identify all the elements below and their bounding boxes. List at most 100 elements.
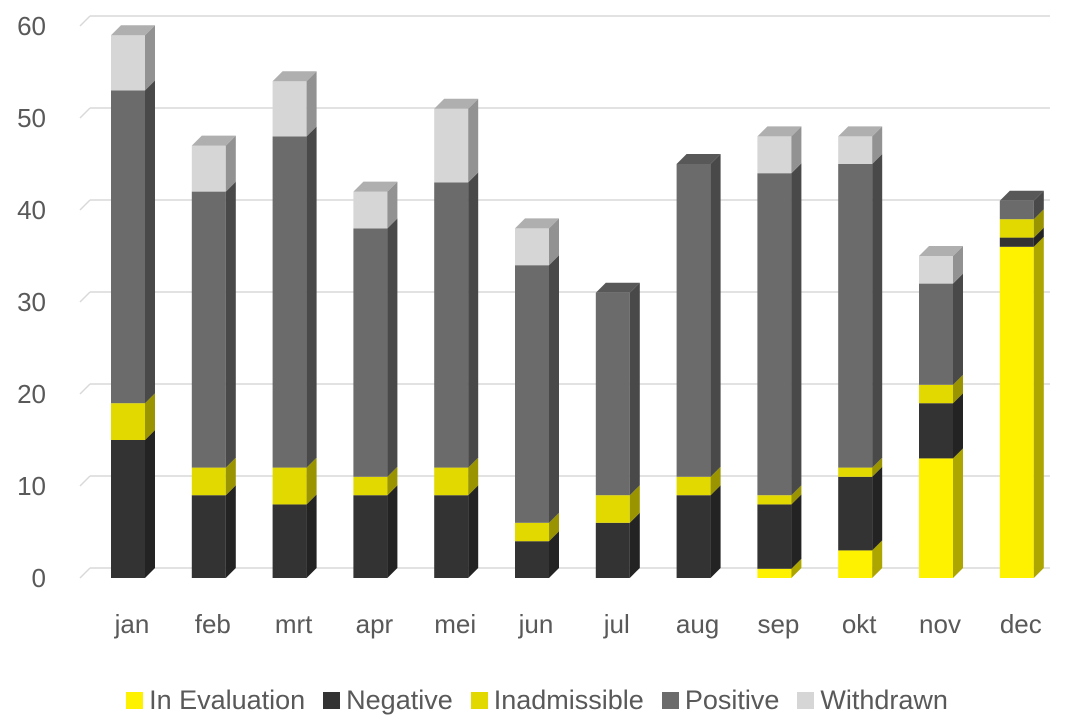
bar-side: [225, 181, 236, 468]
gridline-depth: [79, 567, 91, 579]
bar-segment: [515, 531, 559, 578]
bar-side: [145, 393, 155, 440]
bar-front: [999, 246, 1034, 579]
bar-top: [272, 71, 317, 82]
bar-segment: [515, 255, 559, 523]
bar-side: [387, 485, 398, 578]
bar-segment: [595, 485, 640, 523]
bar-segment: [191, 135, 236, 192]
bar-feb: [191, 135, 236, 578]
bar-side: [306, 71, 317, 137]
y-tick-label: 60: [17, 11, 46, 41]
bar-side: [1033, 236, 1044, 579]
bar-segment: [757, 558, 802, 578]
bar-front: [757, 136, 792, 174]
bar-front: [515, 522, 549, 542]
y-tick-label: 40: [17, 195, 46, 225]
bar-side: [710, 485, 721, 578]
bar-side: [387, 466, 398, 496]
bar-segment: [757, 494, 802, 569]
bar-front: [353, 228, 388, 477]
bar-segment: [272, 71, 317, 137]
bar-side: [629, 282, 640, 496]
bar-front: [838, 136, 873, 164]
bar-front: [353, 495, 388, 578]
bar-segment: [595, 282, 640, 496]
bar-segment: [999, 209, 1044, 238]
bar-side: [710, 154, 721, 477]
legend-label: Negative: [346, 684, 453, 715]
bar-front: [595, 292, 630, 496]
legend-swatch: [126, 691, 144, 709]
y-tick-label: 30: [17, 287, 46, 317]
bar-front: [757, 173, 792, 496]
bar-segment: [111, 80, 155, 404]
bar-front: [434, 182, 469, 468]
bar-mei: [434, 98, 479, 578]
bar-front: [919, 403, 953, 459]
bar-front: [676, 164, 711, 477]
gridline-depth: [79, 15, 91, 27]
bar-jan: [111, 25, 155, 578]
bar-front: [515, 265, 549, 523]
bar-front: [757, 495, 792, 505]
gridline-depth: [79, 475, 91, 487]
bar-front: [434, 108, 469, 183]
x-tick-label: jan: [114, 609, 150, 639]
legend-swatch: [470, 691, 488, 709]
legend-item: Inadmissible: [470, 685, 644, 716]
bar-front: [919, 283, 953, 385]
bar-segment: [757, 485, 802, 505]
bar-front: [999, 237, 1034, 247]
bar-side: [629, 485, 640, 523]
gridline-depth: [79, 291, 91, 303]
bar-front: [191, 191, 226, 468]
bar-top: [999, 190, 1044, 201]
bar-front: [272, 136, 307, 468]
x-tick-label: jul: [603, 609, 630, 639]
bar-side: [306, 457, 317, 505]
x-tick-label: jun: [518, 609, 554, 639]
bar-apr: [353, 181, 398, 578]
bar-front: [919, 384, 953, 404]
bar-side: [468, 172, 479, 468]
x-tick-label: apr: [356, 609, 394, 639]
bar-side: [872, 457, 883, 477]
x-tick-label: mei: [434, 609, 476, 639]
bar-segment: [272, 457, 317, 505]
bar-front: [838, 476, 873, 551]
bar-front: [838, 467, 873, 477]
bar-side: [387, 181, 398, 229]
bar-front: [272, 81, 307, 137]
legend-label: In Evaluation: [149, 684, 306, 715]
legend-item: Negative: [323, 685, 453, 716]
bar-front: [272, 467, 307, 505]
bar-segment: [757, 163, 802, 496]
bar-nov: [919, 246, 963, 578]
bar-side: [1033, 209, 1044, 238]
bar-segment: [353, 485, 398, 578]
bar-front: [919, 256, 953, 284]
bar-segment: [272, 126, 317, 468]
bar-front: [676, 476, 711, 496]
bar-side: [953, 246, 963, 284]
bar-side: [468, 98, 479, 183]
bar-front: [111, 35, 145, 91]
bar-segment: [434, 172, 479, 468]
gridline-depth: [79, 383, 91, 395]
bar-side: [953, 273, 963, 385]
bar-jul: [595, 282, 640, 578]
bar-aug: [676, 154, 721, 578]
bars: [111, 25, 1044, 579]
bar-segment: [434, 98, 479, 183]
bar-front: [353, 191, 388, 229]
bar-segment: [999, 236, 1044, 579]
bar-segment: [676, 466, 721, 496]
x-tick-label: aug: [676, 609, 719, 639]
bar-top: [434, 98, 479, 109]
bar-top: [515, 218, 559, 229]
bar-side: [872, 126, 883, 164]
bar-front: [757, 568, 792, 578]
legend-swatch: [661, 691, 679, 709]
bar-top: [595, 282, 640, 293]
